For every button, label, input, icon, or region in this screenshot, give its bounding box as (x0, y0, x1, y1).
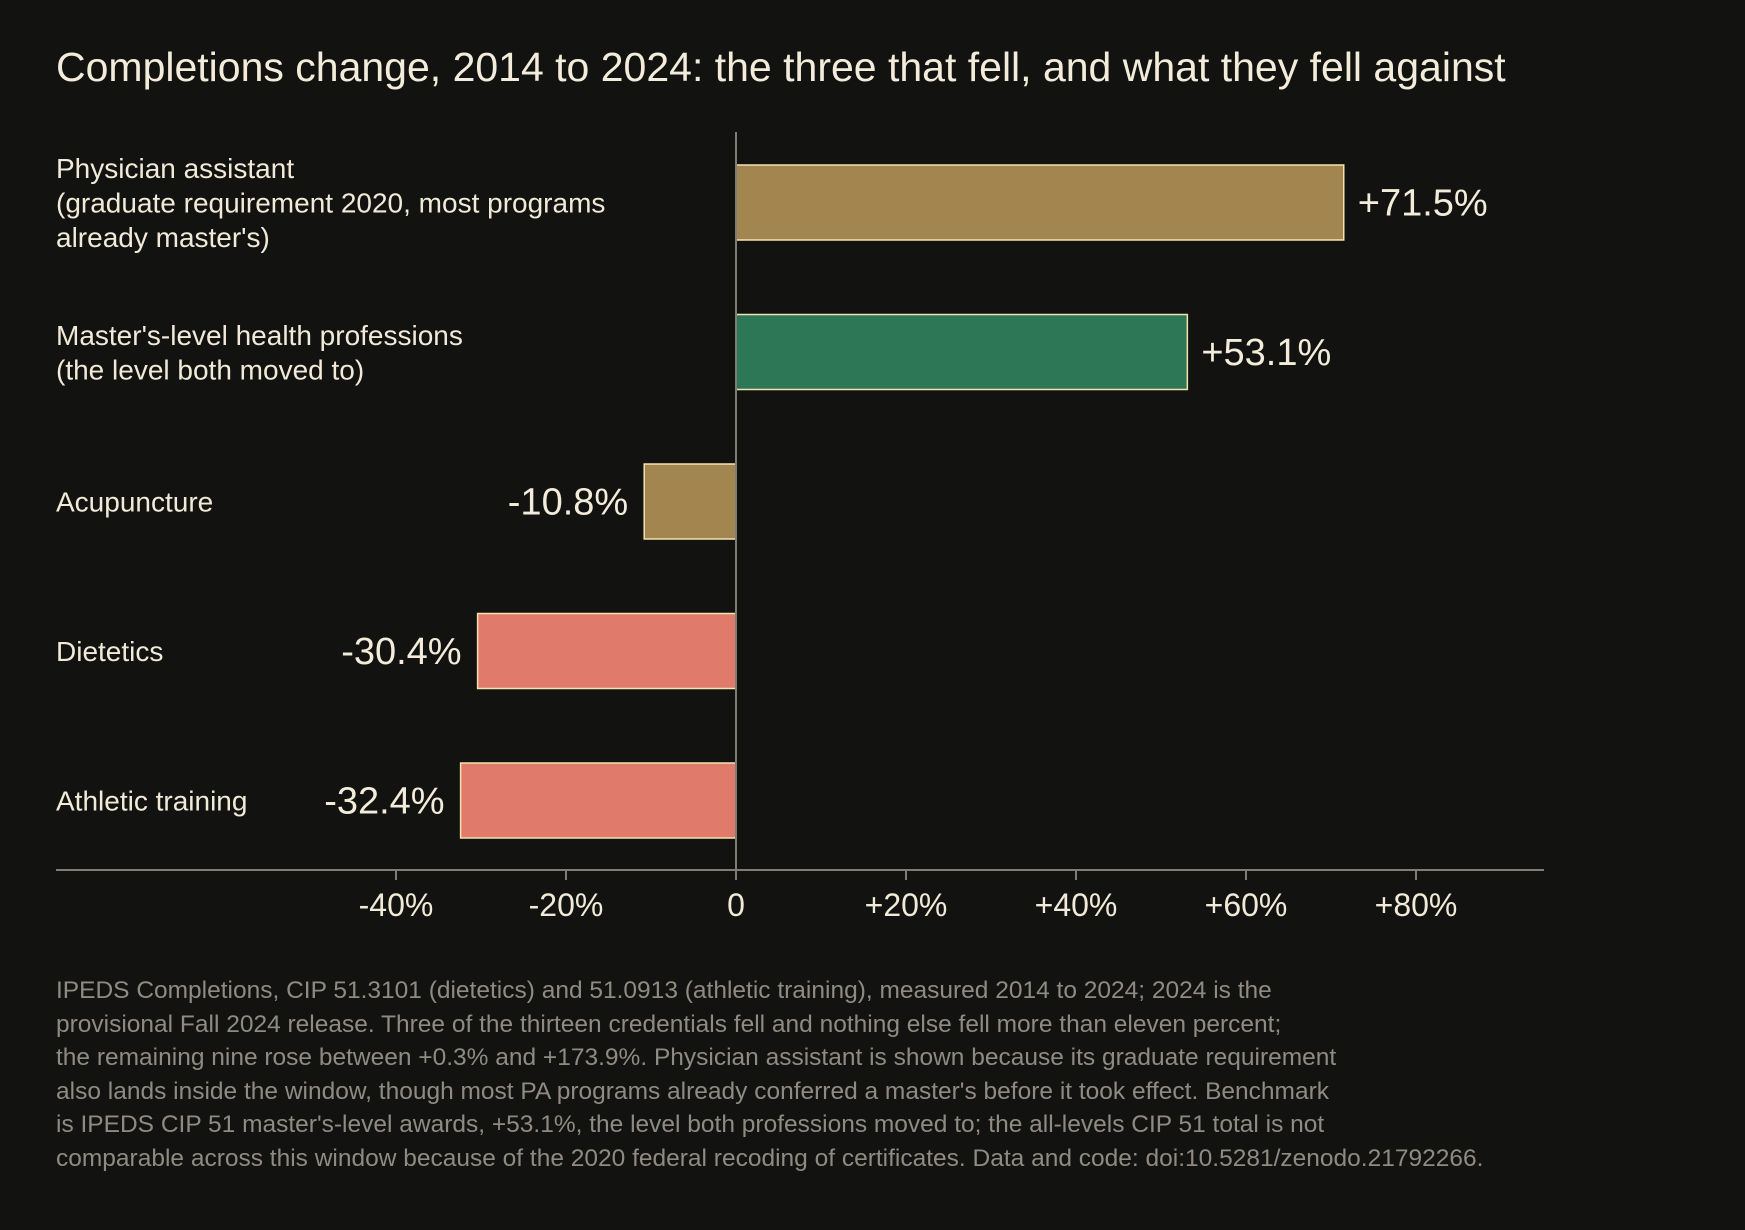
category-label-line: Dietetics (56, 636, 163, 667)
value-labels: +71.5% +53.1% -10.8% -30.4% -32.4% (324, 183, 1488, 823)
tick-label: -40% (359, 887, 434, 923)
value-label: +53.1% (1201, 332, 1331, 374)
tick-label: +60% (1205, 887, 1288, 923)
category-label-line: Athletic training (56, 786, 247, 817)
category-labels: Physician assistant (graduate requirement… (56, 153, 605, 817)
bar (735, 313, 1189, 391)
value-label: +71.5% (1358, 183, 1488, 225)
tick-label: 0 (727, 887, 745, 923)
category-label: Dietetics (56, 636, 163, 667)
bars-group (459, 164, 1345, 839)
category-label-line: (graduate requirement 2020, most program… (56, 188, 605, 219)
category-label-line: already master's) (56, 222, 270, 253)
value-label: -10.8% (508, 482, 628, 524)
category-label: Physician assistant (graduate requirement… (56, 153, 605, 253)
value-label: -30.4% (341, 631, 461, 673)
bar (476, 612, 737, 690)
value-label: -32.4% (324, 781, 444, 823)
tick-label: +20% (865, 887, 948, 923)
bar (643, 463, 737, 540)
category-label-line: Physician assistant (56, 153, 294, 184)
tick-label: +80% (1375, 887, 1458, 923)
category-label: Athletic training (56, 786, 247, 817)
x-axis-ticks: -40% -20% 0 +20% +40% +60% +80% (359, 870, 1458, 923)
bar (735, 164, 1345, 241)
category-label-line: Master's-level health professions (56, 320, 463, 351)
category-label-line: (the level both moved to) (56, 354, 364, 385)
chart-title: Completions change, 2014 to 2024: the th… (56, 44, 1506, 90)
bar-chart: Physician assistant (graduate requirement… (56, 132, 1544, 923)
source-footnote: IPEDS Completions, CIP 51.3101 (dietetic… (56, 977, 1484, 1172)
category-label: Acupuncture (56, 487, 213, 518)
tick-label: -20% (529, 887, 604, 923)
category-label-line: Acupuncture (56, 487, 213, 518)
tick-label: +40% (1035, 887, 1118, 923)
category-label: Master's-level health professions (the le… (56, 320, 463, 386)
bar (459, 762, 737, 839)
